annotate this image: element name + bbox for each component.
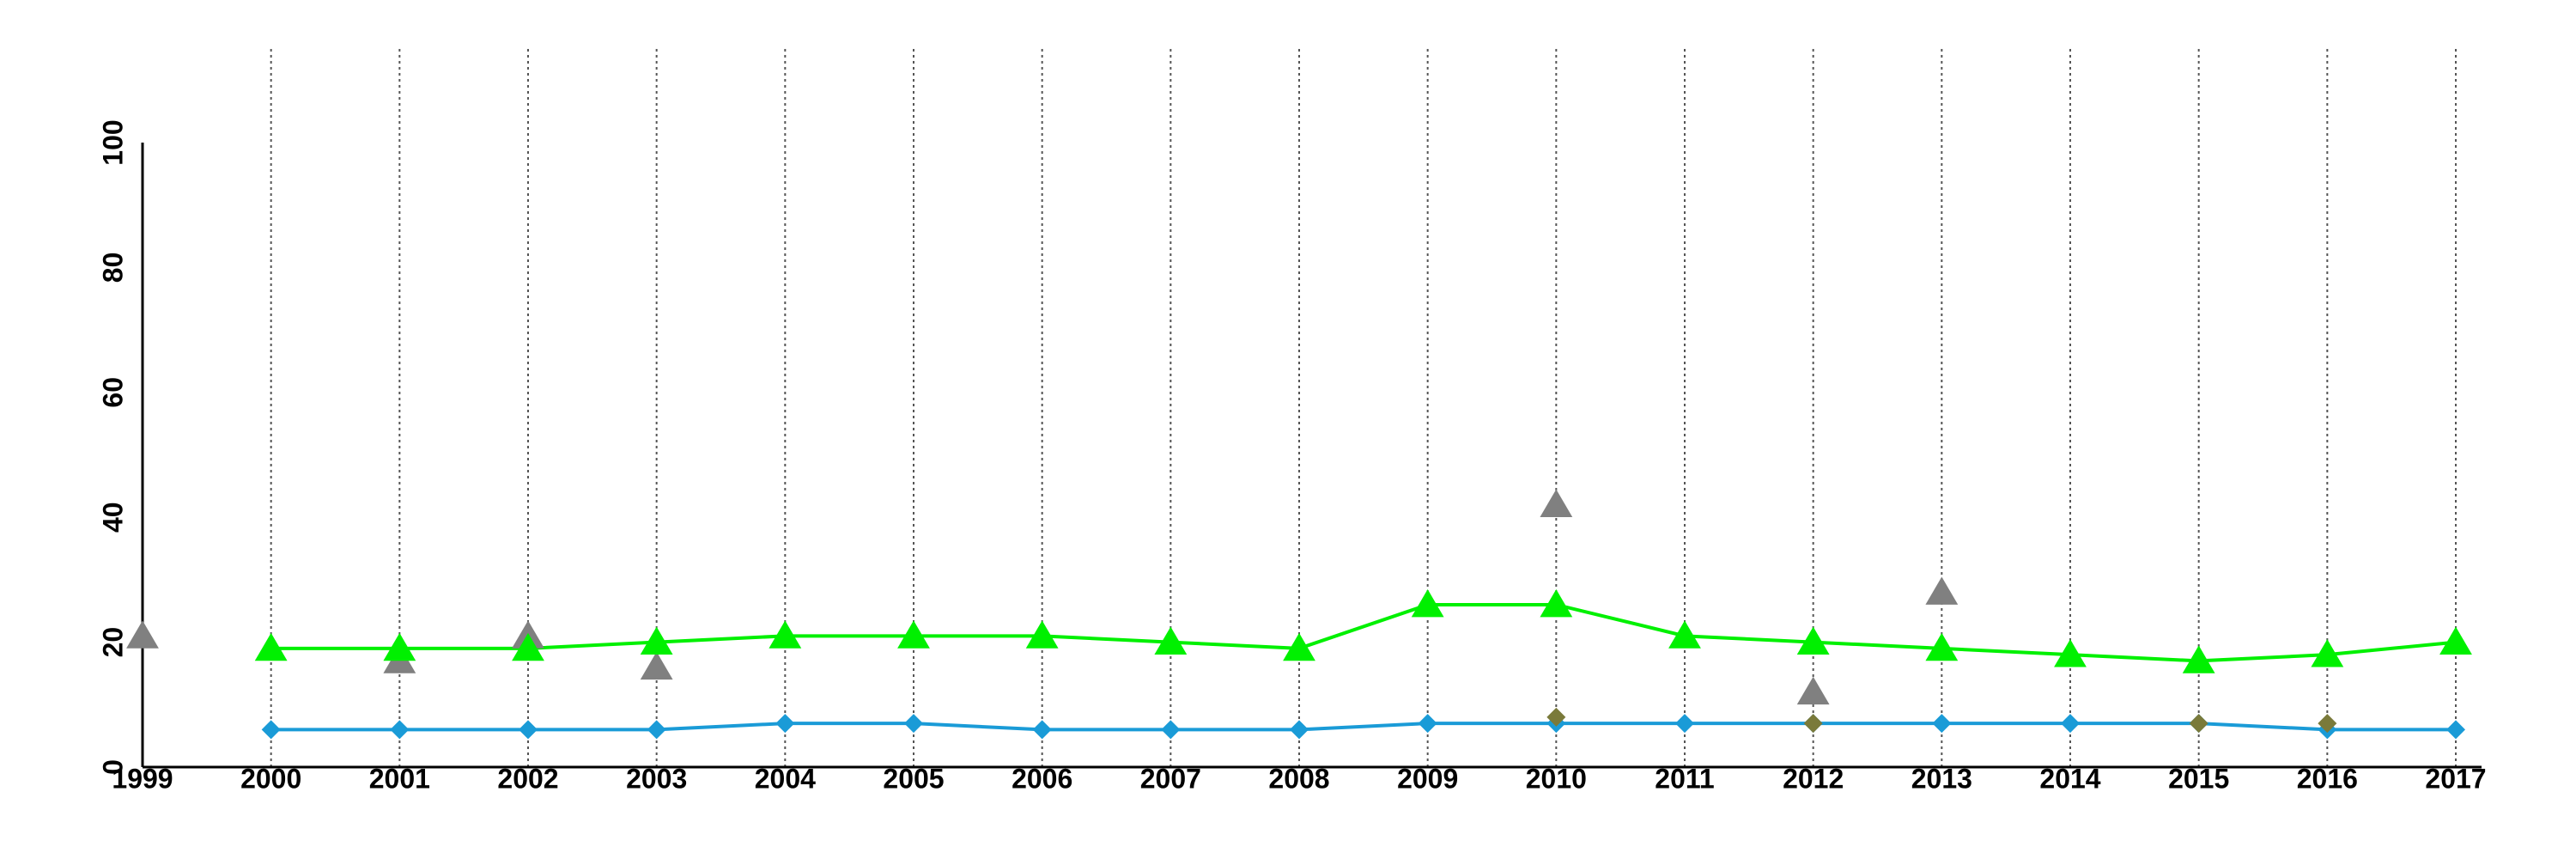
series-line <box>270 602 2457 663</box>
triangle-marker <box>1025 620 1059 649</box>
diamond-marker <box>1032 720 1052 740</box>
diamond-marker <box>261 720 281 740</box>
triangle-marker <box>1796 676 1830 705</box>
diamond-marker <box>2318 714 2337 734</box>
y-tick-label: 60 <box>97 377 128 408</box>
triangle-marker <box>769 620 802 649</box>
triangle-marker <box>640 626 673 655</box>
diamond-marker <box>1932 714 1952 734</box>
series-line <box>270 722 2456 732</box>
triangle-marker <box>1668 620 1701 649</box>
triangle-marker <box>1540 489 1573 518</box>
diamond-marker <box>647 720 666 740</box>
triangle-marker <box>512 632 544 661</box>
diamond-marker <box>390 720 410 740</box>
triangle-marker <box>2054 639 2087 667</box>
y-tick-label: 40 <box>97 502 128 533</box>
triangle-marker <box>1540 588 1573 618</box>
diamond-marker <box>1418 714 1437 734</box>
diamond-marker <box>775 714 795 734</box>
triangle-marker <box>2311 639 2344 667</box>
diamond-marker <box>2446 720 2465 740</box>
diamond-marker <box>1161 720 1181 740</box>
triangle-marker <box>1796 626 1830 655</box>
y-tick-label: 100 <box>97 119 128 165</box>
y-tick-label: 0 <box>97 759 128 775</box>
diamond-marker <box>1803 714 1823 734</box>
diamond-marker <box>1675 714 1694 734</box>
diamond-marker <box>1290 720 1309 740</box>
diamond-marker <box>2061 714 2080 734</box>
diamond-marker <box>1546 707 1566 727</box>
triangle-marker <box>2182 645 2215 673</box>
triangle-marker <box>126 620 159 649</box>
y-tick-label: 20 <box>97 627 128 658</box>
triangle-marker <box>640 651 673 680</box>
triangle-marker <box>1411 588 1444 618</box>
triangle-marker <box>897 620 930 649</box>
triangle-marker <box>383 632 416 661</box>
diamond-marker <box>519 720 538 740</box>
triangle-marker <box>1283 632 1315 661</box>
triangle-marker <box>2439 626 2472 655</box>
triangle-marker <box>1925 576 1959 605</box>
triangle-marker <box>254 632 288 661</box>
triangle-marker <box>1154 626 1188 655</box>
y-tick-label: 80 <box>97 253 128 283</box>
triangle-marker <box>1925 632 1959 661</box>
diamond-marker <box>2189 714 2208 734</box>
diamond-marker <box>904 714 923 734</box>
